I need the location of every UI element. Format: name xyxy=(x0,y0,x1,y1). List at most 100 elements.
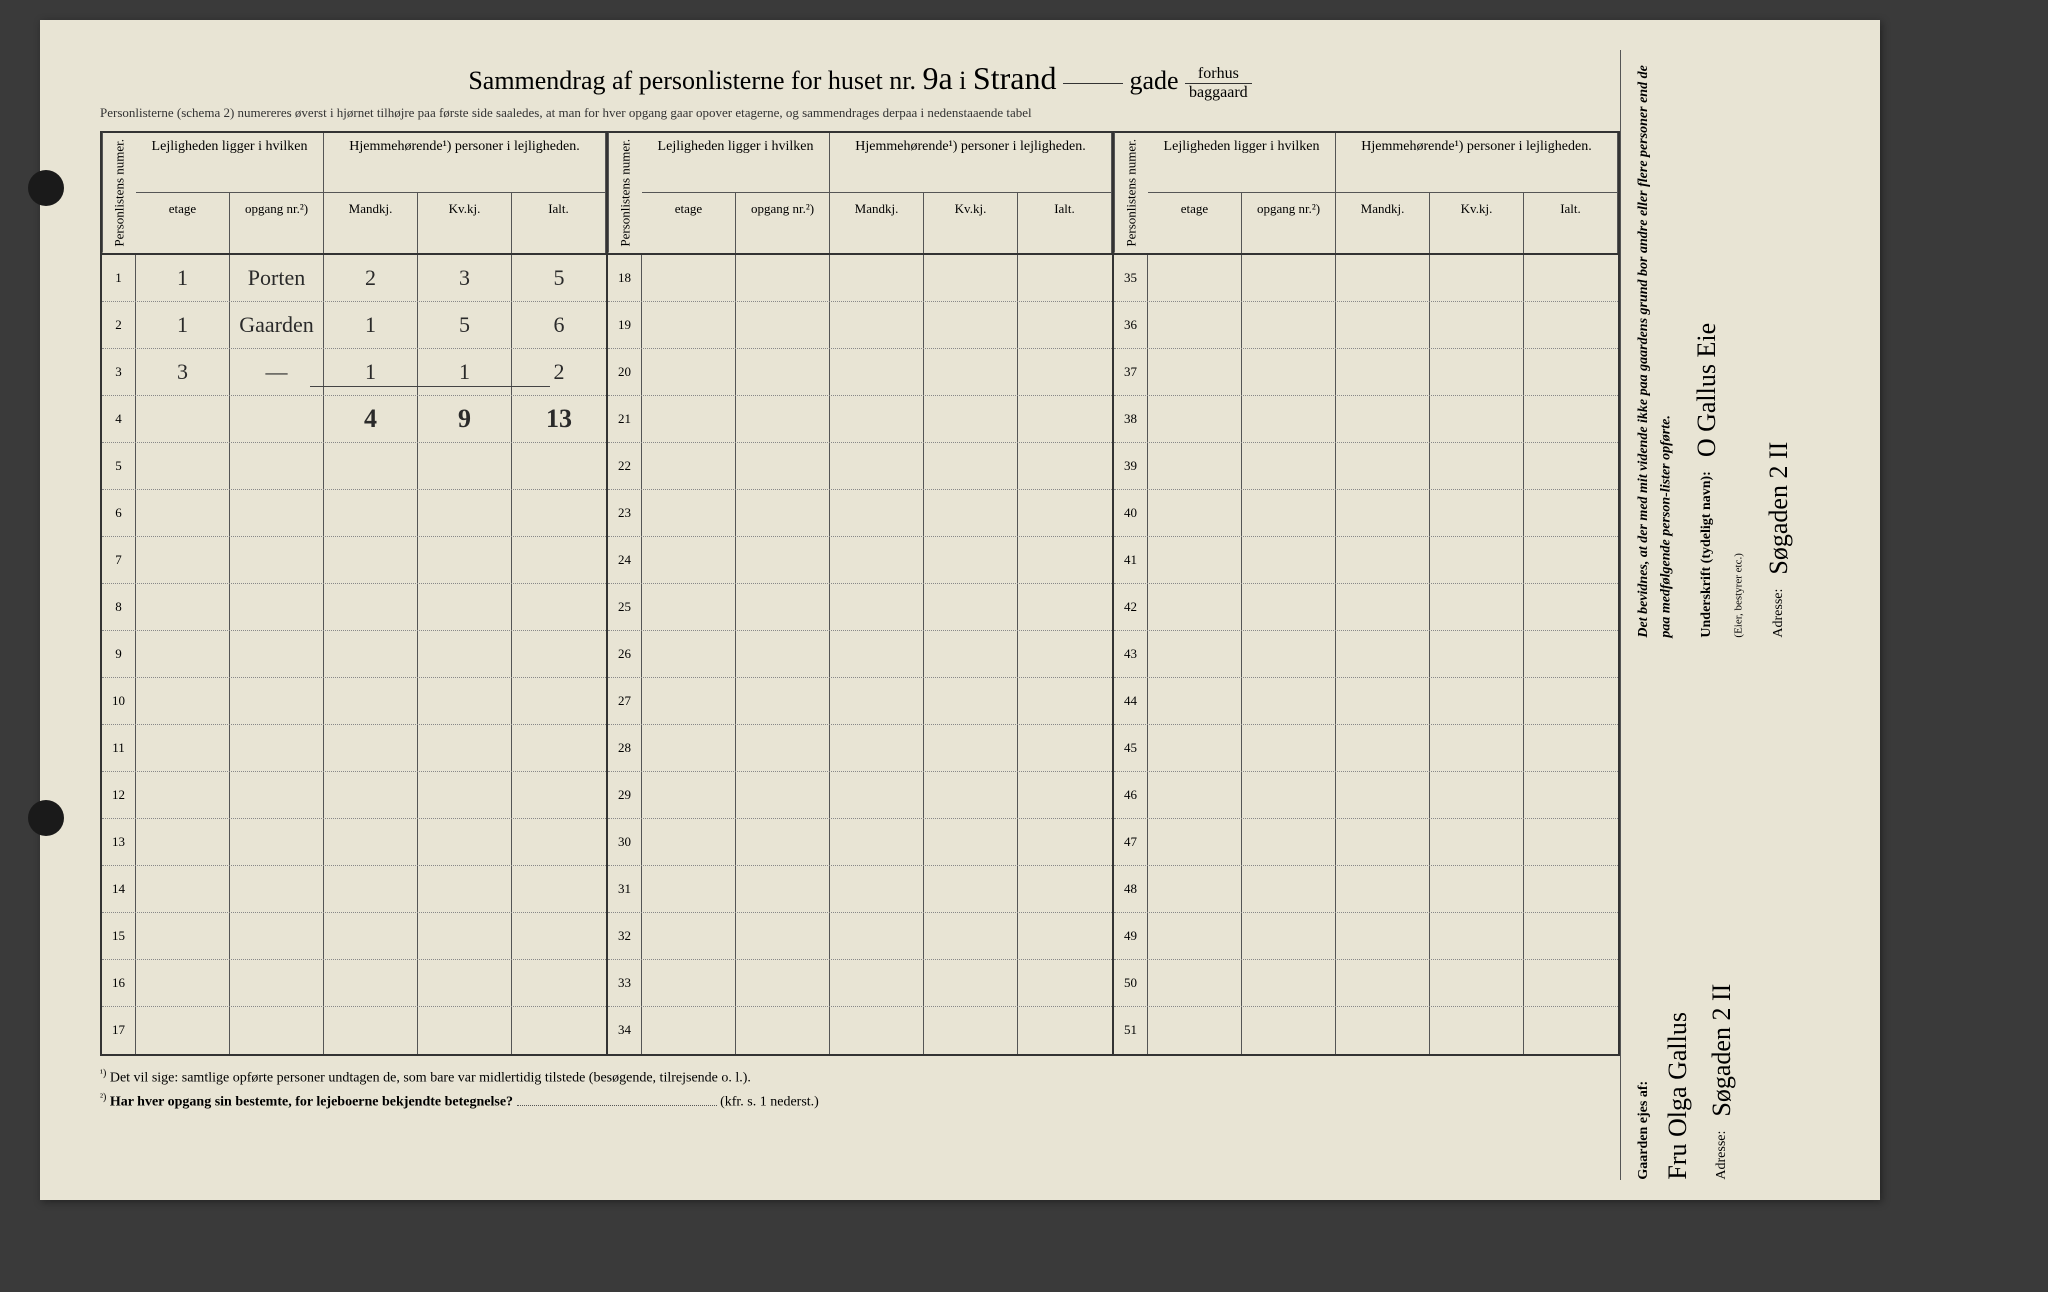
cell-mandkj xyxy=(1336,772,1430,818)
cell-kvkj xyxy=(924,960,1018,1006)
cell-kvkj xyxy=(924,772,1018,818)
cell-kvkj xyxy=(1430,1007,1524,1054)
cell-mandkj xyxy=(830,349,924,395)
cell-kvkj xyxy=(1430,537,1524,583)
row-number: 5 xyxy=(102,443,136,489)
cell-etage xyxy=(1148,725,1242,771)
cell-ialt xyxy=(512,819,606,865)
cell-mandkj xyxy=(1336,443,1430,489)
cell-opgang xyxy=(736,255,830,301)
table-row: 1 1 Porten 2 3 5 xyxy=(102,255,606,302)
cell-ialt xyxy=(1524,866,1618,912)
table-row: 49 xyxy=(1114,913,1618,960)
row-number: 10 xyxy=(102,678,136,724)
col-ialt: Ialt. xyxy=(512,193,606,253)
cell-etage xyxy=(642,772,736,818)
cell-etage xyxy=(642,678,736,724)
row-number: 37 xyxy=(1114,349,1148,395)
row-number: 38 xyxy=(1114,396,1148,442)
cell-etage xyxy=(1148,913,1242,959)
cell-mandkj: 4 xyxy=(324,396,418,442)
cell-etage xyxy=(136,960,230,1006)
cell-ialt xyxy=(1018,1007,1112,1054)
cell-ialt xyxy=(1018,772,1112,818)
table-row: 10 xyxy=(102,678,606,725)
cell-etage xyxy=(136,1007,230,1054)
blank-line xyxy=(517,1105,717,1106)
cell-kvkj xyxy=(418,1007,512,1054)
table-row: 43 xyxy=(1114,631,1618,678)
sum-underline xyxy=(310,386,550,387)
cell-etage xyxy=(1148,631,1242,677)
table-row: 47 xyxy=(1114,819,1618,866)
cell-opgang xyxy=(1242,443,1336,489)
row-number: 11 xyxy=(102,725,136,771)
row-number: 6 xyxy=(102,490,136,536)
cell-etage xyxy=(136,396,230,442)
cell-ialt xyxy=(512,1007,606,1054)
row-number: 15 xyxy=(102,913,136,959)
cell-mandkj xyxy=(830,443,924,489)
cell-kvkj xyxy=(1430,725,1524,771)
cell-kvkj xyxy=(924,1007,1018,1054)
row-number: 19 xyxy=(608,302,642,348)
cell-opgang xyxy=(736,678,830,724)
cell-mandkj xyxy=(830,255,924,301)
cell-opgang xyxy=(230,866,324,912)
cell-opgang xyxy=(736,443,830,489)
title-gade: gade xyxy=(1129,66,1178,95)
row-number: 13 xyxy=(102,819,136,865)
cell-etage xyxy=(136,443,230,489)
title-pre: Sammendrag af personlisterne for huset n… xyxy=(468,66,916,95)
cell-kvkj xyxy=(418,772,512,818)
cell-ialt xyxy=(1018,537,1112,583)
cell-ialt xyxy=(1524,960,1618,1006)
cell-kvkj xyxy=(1430,302,1524,348)
cell-opgang xyxy=(1242,960,1336,1006)
cell-etage xyxy=(1148,772,1242,818)
footnote-1-text: Det vil sige: samtlige opførte personer … xyxy=(110,1070,751,1085)
cell-etage xyxy=(136,678,230,724)
row-number: 43 xyxy=(1114,631,1148,677)
cell-etage xyxy=(1148,255,1242,301)
col-hjemme: Hjemmehørende¹) personer i lejligheden. xyxy=(830,133,1112,193)
col-hjemme: Hjemmehørende¹) personer i lejligheden. xyxy=(1336,133,1618,193)
col-leiligheden: Lejligheden ligger i hvilken xyxy=(1148,133,1336,193)
cell-kvkj xyxy=(924,866,1018,912)
row-number: 18 xyxy=(608,255,642,301)
table-row: 48 xyxy=(1114,866,1618,913)
table-block: Personlistens numer. Lejligheden ligger … xyxy=(102,133,606,1054)
cell-etage xyxy=(1148,866,1242,912)
cell-kvkj xyxy=(924,302,1018,348)
cell-ialt xyxy=(1018,443,1112,489)
row-number: 31 xyxy=(608,866,642,912)
cell-etage: 1 xyxy=(136,302,230,348)
row-number: 20 xyxy=(608,349,642,395)
cell-etage xyxy=(1148,819,1242,865)
address-value: Søgaden 2 II xyxy=(1764,442,1793,575)
table-row: 13 xyxy=(102,819,606,866)
table-row: 17 xyxy=(102,1007,606,1054)
footnotes: ¹) Det vil sige: samtlige opførte person… xyxy=(100,1068,1620,1111)
cell-mandkj xyxy=(1336,302,1430,348)
cell-mandkj xyxy=(1336,725,1430,771)
cell-kvkj xyxy=(418,913,512,959)
table-row: 34 xyxy=(608,1007,1112,1054)
cell-kvkj: 3 xyxy=(418,255,512,301)
cell-mandkj xyxy=(1336,349,1430,395)
cell-etage xyxy=(136,772,230,818)
col-personlistens: Personlistens numer. xyxy=(608,133,642,253)
table-row: 18 xyxy=(608,255,1112,302)
cell-mandkj xyxy=(1336,537,1430,583)
cell-ialt xyxy=(1524,349,1618,395)
cell-ialt xyxy=(1018,725,1112,771)
cell-opgang xyxy=(1242,1007,1336,1054)
cell-opgang xyxy=(736,772,830,818)
cell-opgang: — xyxy=(230,349,324,395)
row-number: 44 xyxy=(1114,678,1148,724)
cell-mandkj xyxy=(830,396,924,442)
cell-opgang xyxy=(1242,490,1336,536)
row-number: 49 xyxy=(1114,913,1148,959)
cell-opgang xyxy=(230,913,324,959)
cell-opgang xyxy=(736,537,830,583)
